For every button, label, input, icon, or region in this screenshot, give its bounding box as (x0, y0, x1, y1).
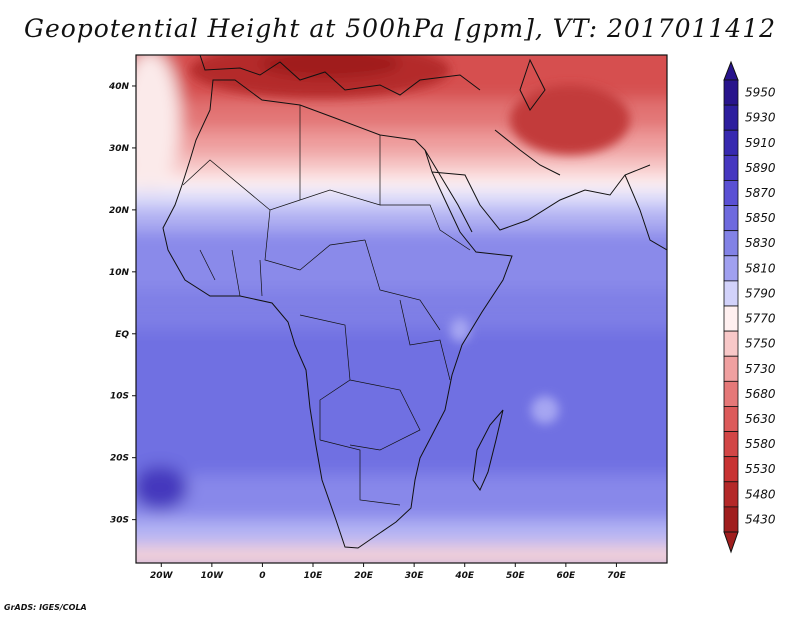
field-patch-2 (450, 318, 470, 342)
colorbar-swatch (723, 230, 739, 257)
colorbar-label: 5730 (745, 362, 776, 376)
colorbar-label: 5830 (745, 236, 776, 250)
footer-credit: GrADS: IGES/COLA (4, 603, 87, 612)
colorbar-top-arrow (723, 60, 739, 81)
chart-title: Geopotential Height at 500hPa [gpm], VT:… (23, 14, 777, 43)
lat-tick-label: 30N (109, 144, 130, 154)
border-4 (264, 209, 366, 271)
colorbar-label: 5870 (745, 186, 776, 200)
border-9 (399, 299, 451, 381)
colorbar-swatch (723, 456, 739, 483)
colorbar-label: 5930 (745, 111, 776, 125)
persian-gulf (494, 129, 561, 176)
lon-axis: 20W 10W 0 10E 20E 30E 40E 50E 60E 70E (150, 563, 627, 581)
border-7 (349, 379, 421, 451)
europe-coast (199, 55, 481, 96)
madagascar (472, 409, 504, 492)
colorbar-swatch (723, 481, 739, 508)
lon-tick-label: 10W (201, 571, 225, 581)
borders (182, 105, 471, 506)
lat-tick-label: 10S (110, 392, 129, 402)
field-band-22n (136, 185, 667, 207)
colorbar-swatch (723, 129, 739, 156)
colorbar-label: 5790 (745, 286, 776, 300)
lon-tick-label: 70E (607, 571, 627, 581)
colorbar-label: 5890 (745, 161, 776, 175)
colorbar-label: 5950 (745, 86, 776, 100)
lat-tick-label: 40N (108, 82, 130, 92)
colorbar-swatch (723, 355, 739, 382)
border-10 (199, 249, 263, 297)
field-patch-1 (531, 396, 559, 424)
colorbar-swatch (723, 180, 739, 206)
colorbar-swatch (723, 255, 739, 282)
colorbar-bottom-arrow (723, 531, 739, 554)
lon-tick-label: 20W (150, 571, 174, 581)
colorbar-label: 5770 (745, 312, 776, 326)
field-band-trop (136, 230, 667, 290)
lon-tick-label: 50E (506, 571, 526, 581)
plot-frame (135, 54, 668, 564)
field-low-sw (136, 466, 188, 510)
colorbar-swatch (723, 154, 739, 181)
red-sea (424, 149, 473, 233)
colorbar-swatch (723, 406, 739, 432)
lat-tick-label: 30S (110, 516, 129, 526)
colorbar-label: 5910 (745, 136, 776, 150)
arabia-coast (431, 164, 651, 231)
lon-tick-label: 30E (405, 571, 425, 581)
field-ridge-west (136, 55, 180, 190)
colorbar-label: 5430 (745, 512, 776, 526)
field-band-24n (136, 172, 667, 190)
lat-tick-label: 10N (109, 268, 130, 278)
lon-tick-label: 10E (304, 571, 324, 581)
colorbar-label: 5750 (745, 337, 776, 351)
colorbar-swatch (723, 280, 739, 307)
caspian (519, 58, 546, 111)
colorbar-swatch (723, 380, 739, 407)
lat-tick-label: 20S (110, 454, 129, 464)
coastlines (162, 55, 667, 549)
colorbar-swatch (723, 330, 739, 357)
lat-tick-label: 20N (109, 206, 130, 216)
border-2 (299, 105, 381, 206)
colorbar: 5950 5930 5910 5890 5870 5850 5830 5810 5790 5770… (723, 60, 776, 554)
colorbar-label: 5810 (745, 261, 776, 275)
border-8 (319, 439, 401, 506)
colorbar-swatch (723, 79, 739, 106)
india-coast (624, 174, 667, 251)
lon-tick-label: 40E (454, 571, 475, 581)
africa-coastline (162, 79, 513, 549)
border-1 (182, 159, 301, 211)
colorbar-swatch (723, 431, 739, 458)
colorbar-label: 5480 (745, 487, 776, 501)
colorbar-label: 5580 (745, 437, 776, 451)
colorbar-label: 5530 (745, 462, 776, 476)
geopotential-field (136, 55, 667, 563)
colorbar-swatch (723, 205, 739, 232)
colorbar-label: 5850 (745, 211, 776, 225)
border-3 (380, 204, 471, 251)
lat-tick-label: EQ (115, 330, 129, 340)
colorbar-label: 5680 (745, 387, 776, 401)
colorbar-swatch (723, 305, 739, 332)
colorbar-swatch (723, 104, 739, 131)
colorbar-label: 5630 (745, 412, 776, 426)
lat-axis: 40N 30N 20N 10N EQ 10S 20S 30S (108, 82, 136, 526)
field-band-south4 (136, 545, 667, 563)
border-5 (364, 239, 441, 331)
lon-tick-label: 20E (354, 571, 374, 581)
lon-tick-label: 0 (259, 571, 265, 581)
colorbar-swatch (723, 506, 739, 533)
field-trough-east (510, 85, 630, 155)
field-trough-core (260, 55, 400, 78)
lon-tick-label: 60E (557, 571, 577, 581)
